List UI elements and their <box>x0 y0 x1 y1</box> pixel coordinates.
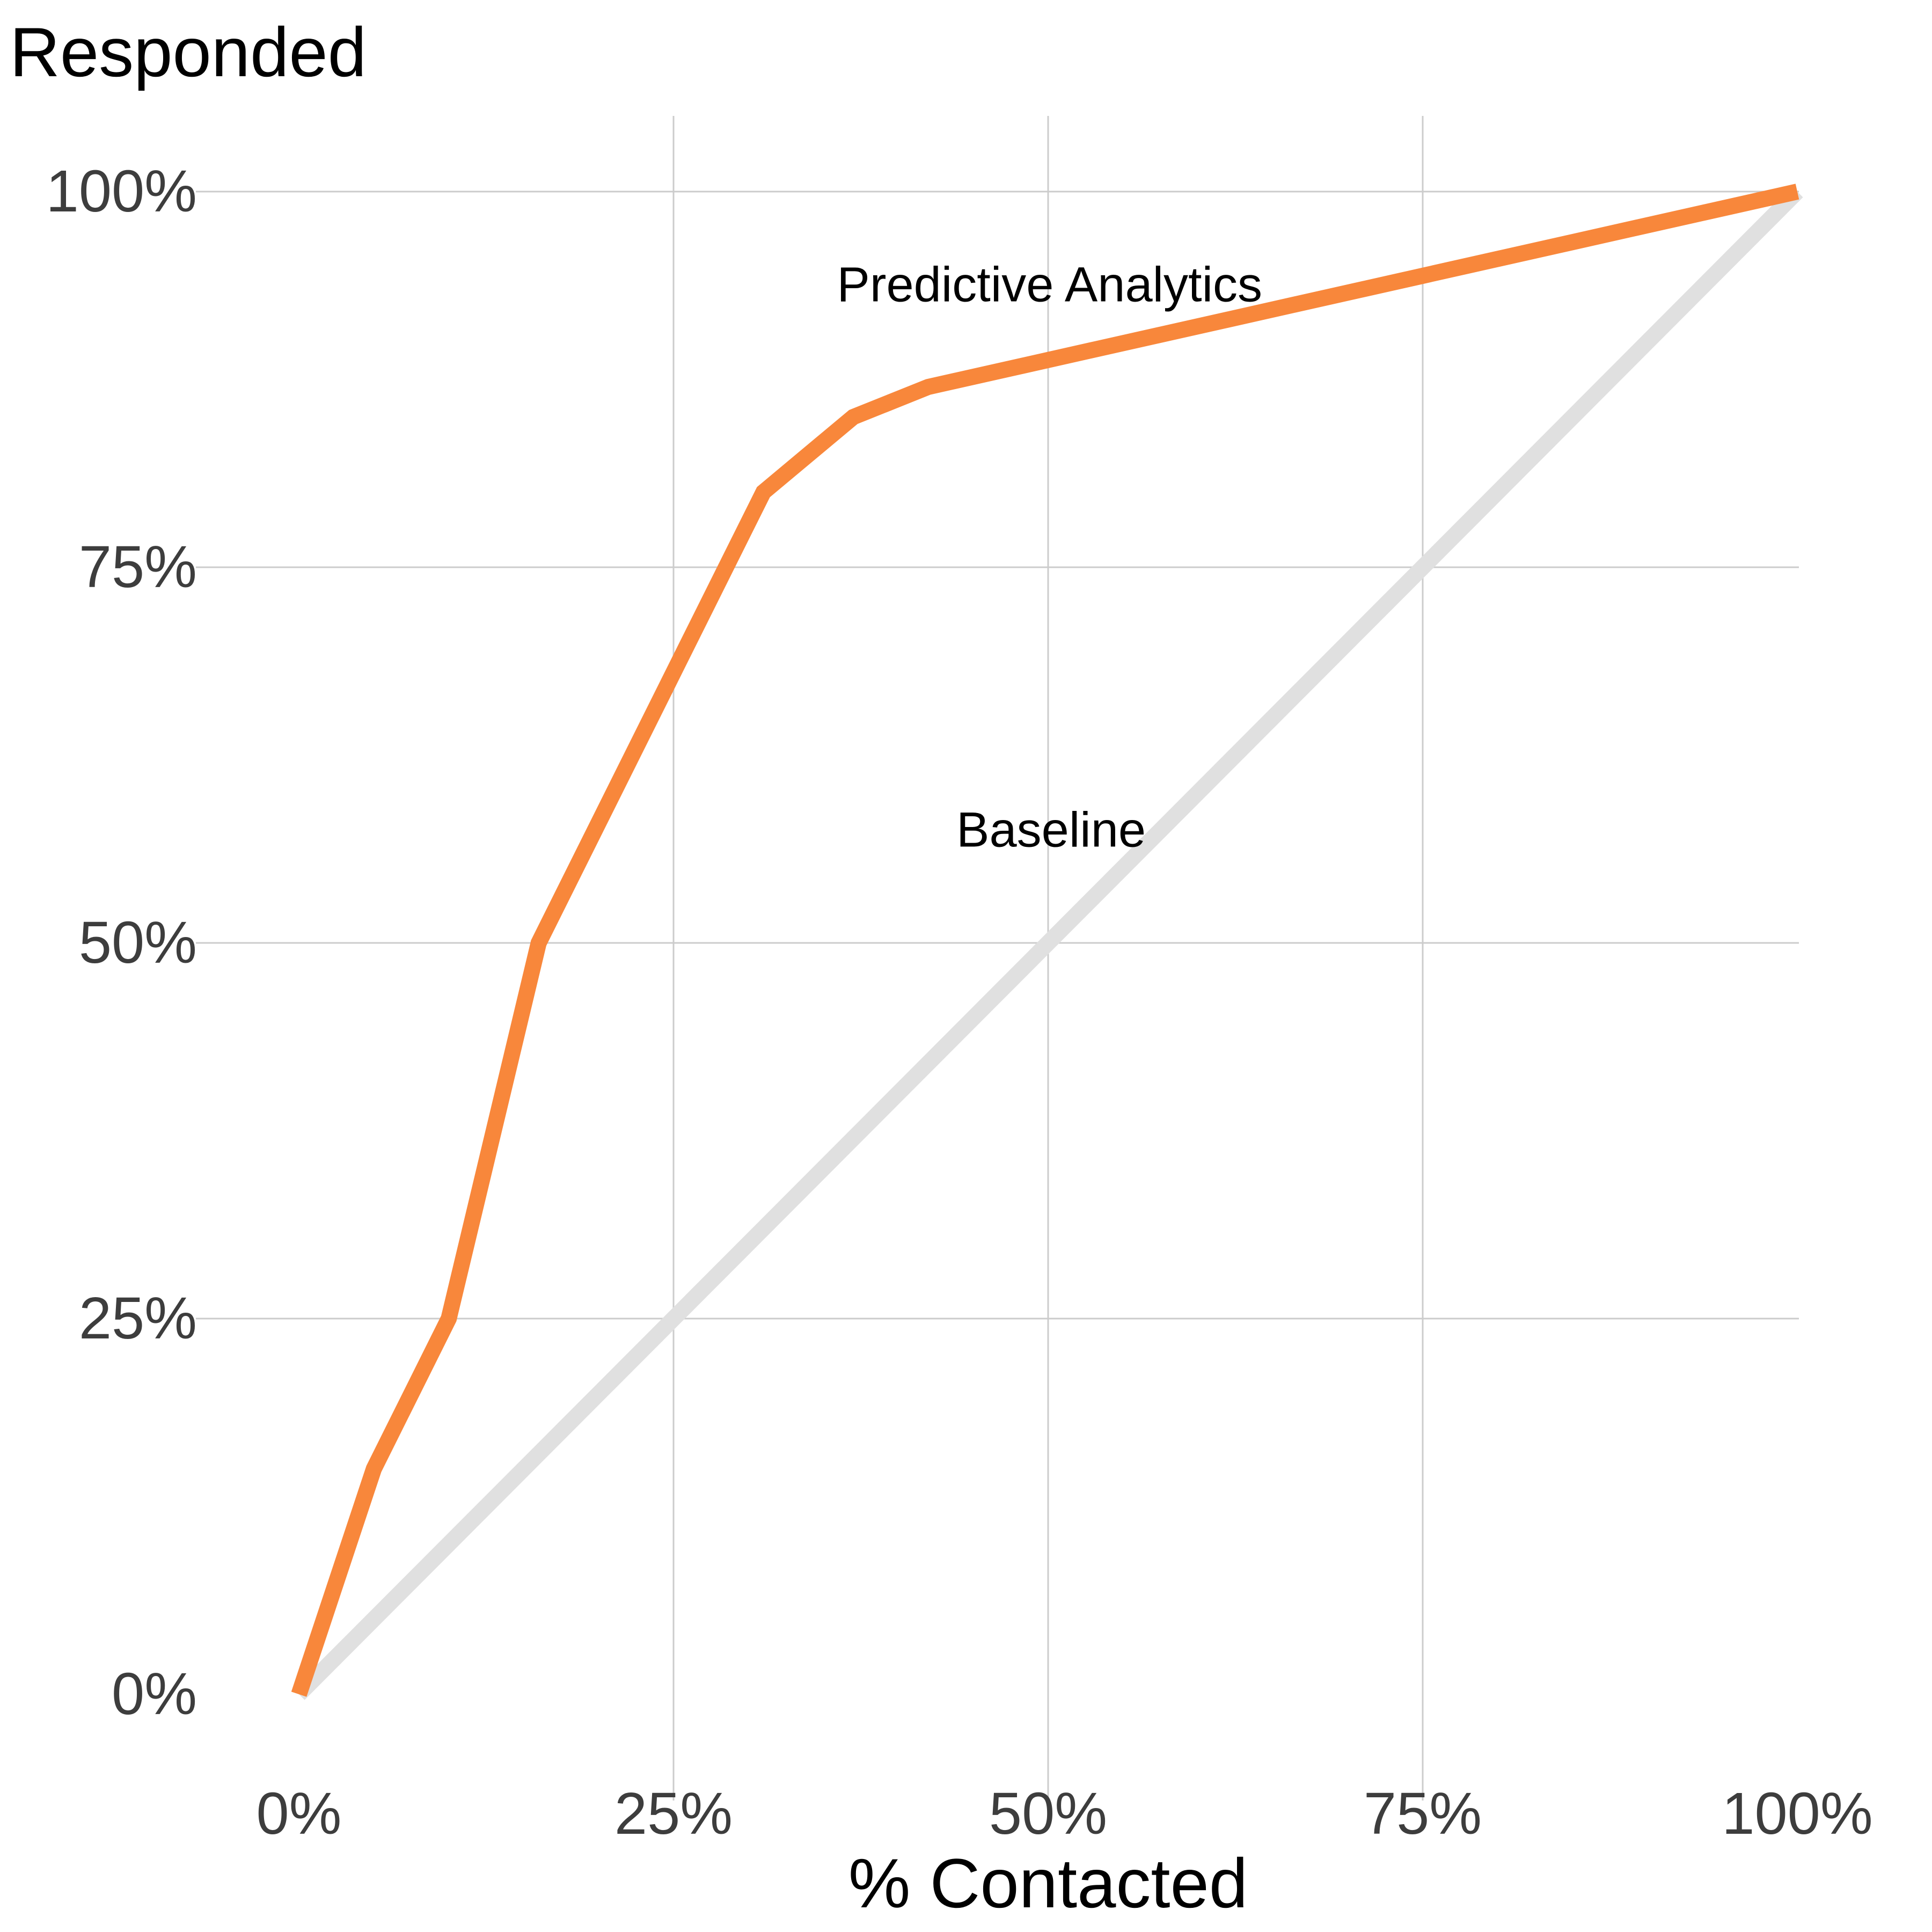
x-tick-label: 75% <box>1363 1781 1482 1847</box>
x-tick-label: 0% <box>256 1781 342 1847</box>
y-tick-label: 25% <box>78 1285 197 1351</box>
x-tick-label: 100% <box>1722 1781 1873 1847</box>
baseline-line <box>293 186 1803 1700</box>
chart-title: Responded <box>10 13 367 91</box>
baseline-label: Baseline <box>956 802 1146 858</box>
x-tick-label: 25% <box>614 1781 733 1847</box>
predictive-analytics-label: Predictive Analytics <box>837 257 1263 312</box>
y-tick-label: 50% <box>78 910 197 976</box>
x-tick-label: 50% <box>989 1781 1108 1847</box>
y-tick-label: 0% <box>112 1661 197 1727</box>
y-tick-label: 100% <box>46 158 197 224</box>
y-tick-label: 75% <box>78 534 197 600</box>
x-axis-title: % Contacted <box>848 1844 1248 1922</box>
predictive-analytics-line <box>291 184 1799 1697</box>
